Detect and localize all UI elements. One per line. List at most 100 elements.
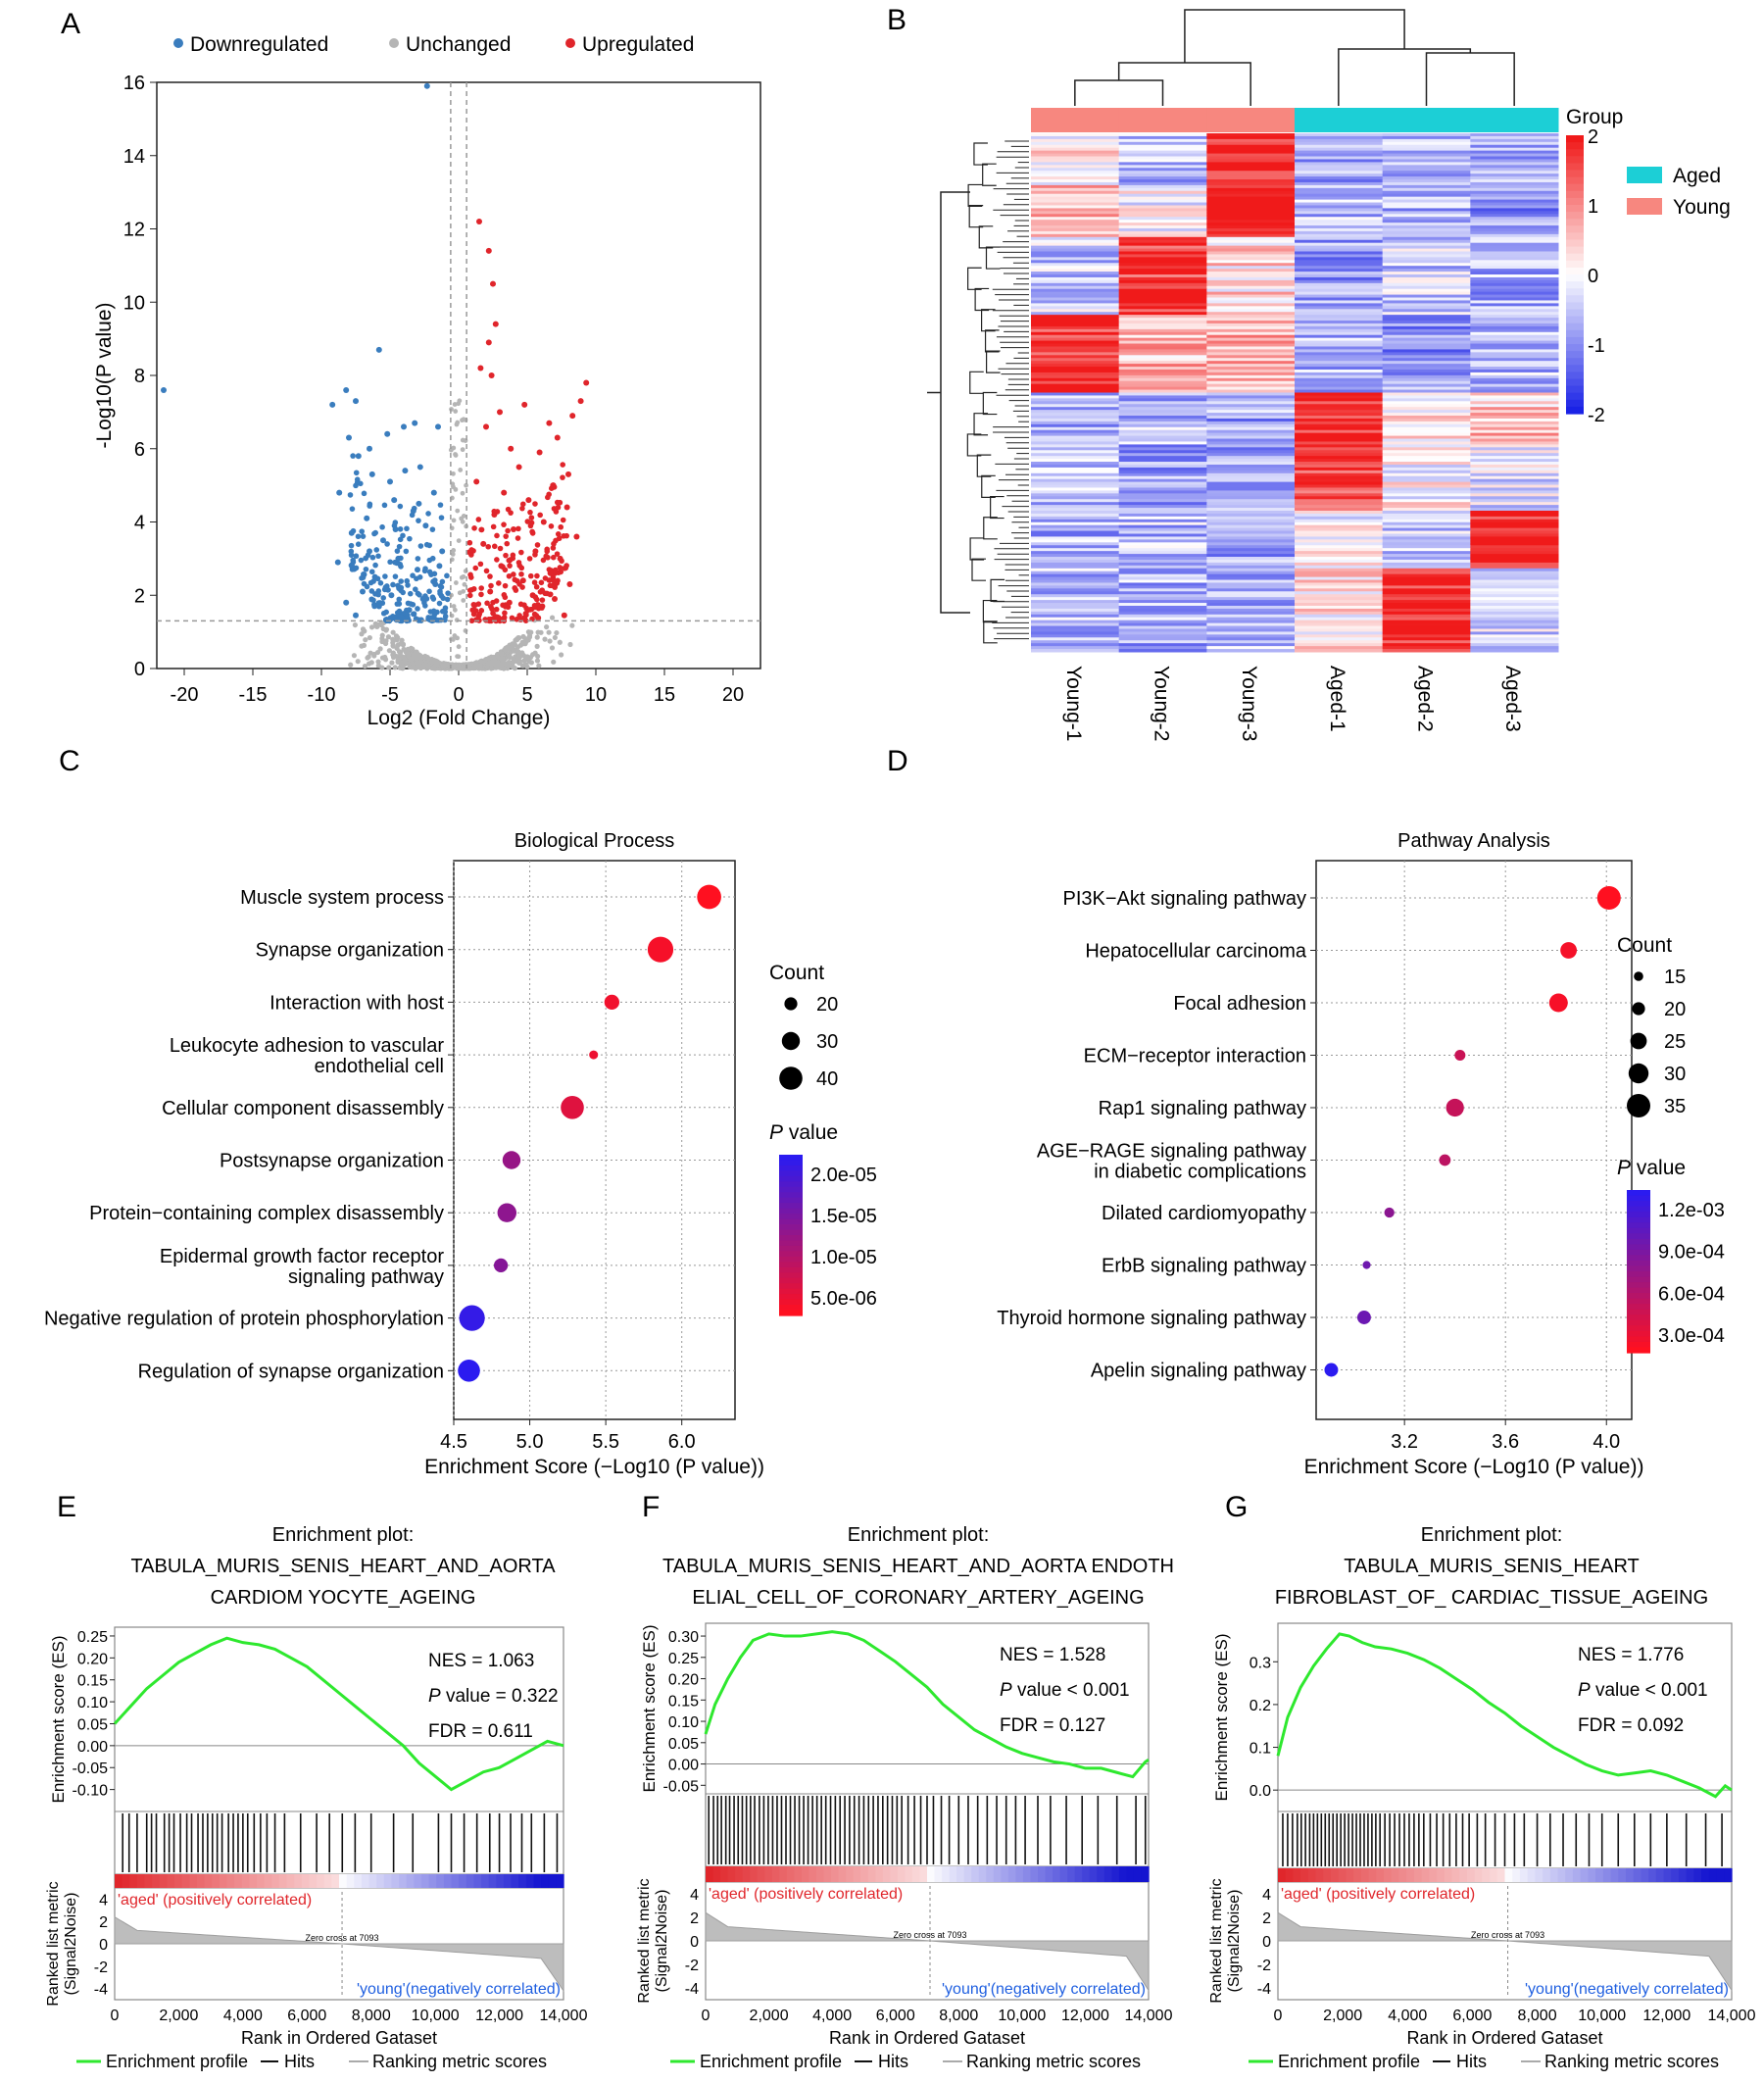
x-tick-label: 4.5 xyxy=(440,1431,467,1453)
heatmap-cell xyxy=(1031,605,1120,610)
heatmap-cell xyxy=(1031,435,1120,440)
heatmap-cell xyxy=(1118,349,1207,353)
heatmap-cell xyxy=(1206,380,1296,385)
heatmap-cell xyxy=(1382,343,1471,347)
heatmap-cell xyxy=(1031,242,1120,247)
heatmap-cell xyxy=(1382,447,1471,451)
downregulated-point xyxy=(359,574,365,581)
heatmap-cell xyxy=(1295,364,1384,368)
heatmap-cell xyxy=(1382,493,1471,497)
heatmap-cell xyxy=(1295,374,1384,379)
heatmap-cell xyxy=(1118,367,1207,371)
heatmap-cell xyxy=(1206,377,1296,382)
heatmap-cell xyxy=(1295,153,1384,158)
ranking-color-bar-segment xyxy=(189,1874,198,1888)
rank-y-tick-label: 2 xyxy=(690,1910,699,1927)
heatmap-cell xyxy=(1206,174,1296,177)
unchanged-point xyxy=(546,629,552,635)
heatmap-cell xyxy=(1206,447,1296,451)
downregulated-point xyxy=(358,557,365,564)
heatmap-cell xyxy=(1295,171,1384,174)
heatmap-cell xyxy=(1206,395,1296,399)
heatmap-cell xyxy=(1382,242,1471,247)
downregulated-point xyxy=(401,423,407,430)
upregulated-point xyxy=(544,548,551,555)
colorbar-segment xyxy=(779,1192,803,1199)
upregulated-point xyxy=(471,602,478,609)
ranking-color-bar-segment xyxy=(1565,1868,1574,1882)
ranking-color-bar-segment xyxy=(226,1874,235,1888)
upregulated-point xyxy=(490,523,497,530)
heatmap-cell xyxy=(1382,260,1471,264)
heatmap-cell xyxy=(1118,579,1207,583)
row-dendrogram-branch xyxy=(983,517,998,540)
category-label: AGE−RAGE signaling pathway xyxy=(1037,1141,1306,1163)
upregulated-point xyxy=(518,570,524,577)
unchanged-point xyxy=(516,654,522,660)
color-legend-title: P value xyxy=(769,1121,838,1144)
colorbar-segment xyxy=(779,1214,803,1220)
unchanged-point xyxy=(499,651,505,657)
heatmap-cell xyxy=(1118,263,1207,267)
heatmap-cell xyxy=(1118,554,1207,558)
heatmap-cell xyxy=(1382,432,1471,437)
rank-y-axis-title-line: (Signal2Noise) xyxy=(63,1893,79,1996)
heatmap-cell xyxy=(1206,467,1296,471)
colorbar-segment xyxy=(1627,1238,1650,1245)
ranking-color-bar-segment xyxy=(1082,1866,1091,1882)
heatmap-cell xyxy=(1382,628,1471,632)
unchanged-point xyxy=(374,649,381,656)
heatmap-cell xyxy=(1118,202,1207,206)
downregulated-point xyxy=(381,586,388,593)
heatmap-cell xyxy=(1206,153,1296,158)
heatmap-cell xyxy=(1470,176,1559,180)
heatmap-cell xyxy=(1382,285,1471,290)
upregulated-point xyxy=(546,577,553,583)
heatmap-cell xyxy=(1118,328,1207,333)
heatmap-cell xyxy=(1031,156,1120,160)
heatmap-cell xyxy=(1206,398,1296,402)
colorbar-tick-label: 1.5e-05 xyxy=(810,1206,877,1227)
downregulated-point xyxy=(360,533,367,539)
heatmap-cell xyxy=(1382,199,1471,204)
unchanged-point xyxy=(363,637,368,643)
unchanged-point xyxy=(455,635,461,641)
heatmap-cell xyxy=(1470,245,1559,250)
enrichment-dot xyxy=(697,884,721,910)
heatmap-cell xyxy=(1031,389,1120,393)
unchanged-point xyxy=(352,621,359,628)
heatmap-cell xyxy=(1295,144,1384,149)
downregulated-point xyxy=(429,555,436,562)
heatmap-cell xyxy=(1031,530,1120,535)
heatmap-cell xyxy=(1470,248,1559,252)
colorscale-segment xyxy=(1566,170,1584,178)
unchanged-point xyxy=(463,569,468,573)
heatmap-cell xyxy=(1470,205,1559,209)
colorbar-segment xyxy=(779,1294,803,1301)
downregulated-point xyxy=(426,588,432,595)
column-dendrogram-branch xyxy=(1338,48,1472,106)
heatmap-cell xyxy=(1031,565,1120,570)
heatmap-cell xyxy=(1470,438,1559,442)
enrichment-dot xyxy=(1446,1098,1464,1117)
unchanged-point xyxy=(421,662,427,669)
heatmap-cell xyxy=(1031,260,1120,264)
heatmap-cell xyxy=(1295,620,1384,624)
colorbar-segment xyxy=(779,1218,803,1225)
heatmap-cell xyxy=(1031,168,1120,172)
unchanged-point xyxy=(455,508,461,514)
panel-letter-b: B xyxy=(887,4,906,36)
downregulated-point xyxy=(346,434,352,441)
heatmap-cell xyxy=(1470,545,1559,549)
legend-label-upregulated: Upregulated xyxy=(582,33,694,56)
heatmap-cell xyxy=(1118,159,1207,163)
es-y-tick-label: -0.05 xyxy=(663,1778,700,1795)
heatmap-cell xyxy=(1382,472,1471,477)
unchanged-point xyxy=(397,652,404,658)
downregulated-point xyxy=(426,569,433,575)
ranking-color-bar-segment xyxy=(159,1874,169,1888)
heatmap-cell xyxy=(1382,634,1471,638)
heatmap-cell xyxy=(1382,548,1471,552)
heatmap-cell xyxy=(1295,594,1384,598)
heatmap-cell xyxy=(1470,328,1559,333)
